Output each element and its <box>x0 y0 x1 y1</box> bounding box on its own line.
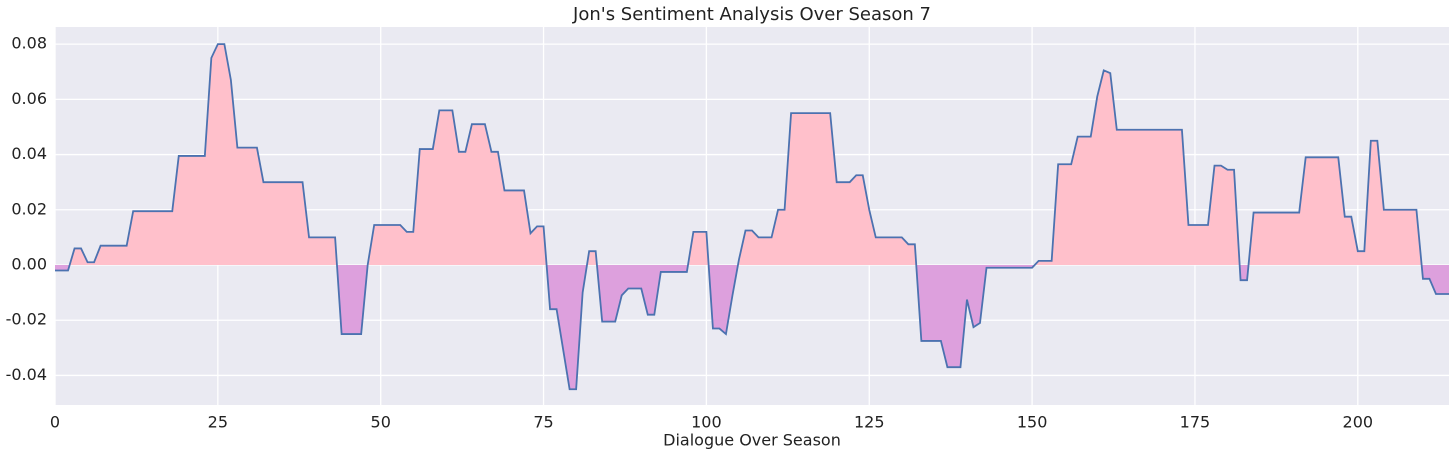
x-tick-label: 75 <box>533 413 553 432</box>
y-tick-label: 0.06 <box>11 89 47 108</box>
x-tick-label: 175 <box>1180 413 1211 432</box>
x-tick-label: 150 <box>1017 413 1048 432</box>
x-axis-label: Dialogue Over Season <box>663 431 841 450</box>
x-tick-label: 200 <box>1343 413 1374 432</box>
y-tick-label: -0.02 <box>6 310 47 329</box>
positive-area <box>55 44 1449 266</box>
x-tick-label: 25 <box>208 413 228 432</box>
y-tick-label: 0.08 <box>11 34 47 53</box>
x-tick-label: 100 <box>691 413 722 432</box>
chart-title: Jon's Sentiment Analysis Over Season 7 <box>572 4 931 25</box>
x-tick-label: 50 <box>371 413 391 432</box>
y-tick-label: 0.00 <box>11 255 47 274</box>
y-tick-label: 0.02 <box>11 199 47 218</box>
y-tick-label: -0.04 <box>6 365 47 384</box>
x-tick-label: 125 <box>854 413 885 432</box>
line <box>55 43 1449 391</box>
x-tick-label: 0 <box>50 413 60 432</box>
y-tick-label: 0.04 <box>11 144 47 163</box>
